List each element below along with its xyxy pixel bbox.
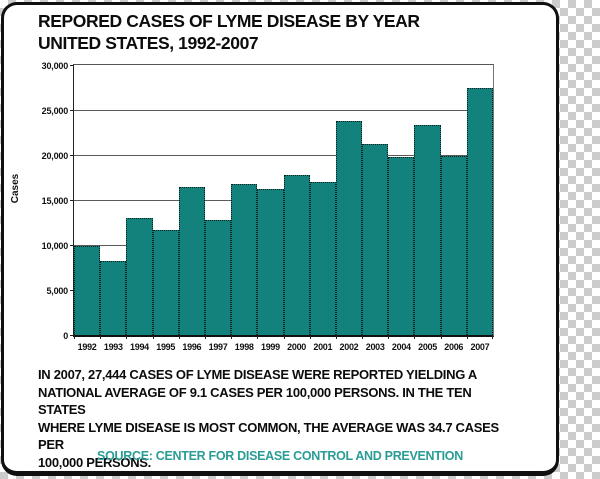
x-tick-label: 2000 <box>287 342 306 352</box>
x-tick-label: 2002 <box>339 342 359 352</box>
caption-line-1: IN 2007, 27,444 CASES OF LYME DISEASE WE… <box>38 367 477 382</box>
bar-2002 <box>335 121 363 335</box>
x-tick-mark <box>231 335 233 339</box>
x-tick-mark <box>362 335 364 339</box>
x-tick-label: 1999 <box>260 342 280 352</box>
bar-1995 <box>152 229 179 335</box>
x-tick-label: 2004 <box>391 342 411 352</box>
y-tick-label: 30,000 <box>41 60 69 71</box>
x-tick-label: 1994 <box>130 342 149 352</box>
bar-1993 <box>100 260 127 335</box>
x-tick-label: 2001 <box>313 342 333 352</box>
x-tick-label: 1997 <box>208 342 228 352</box>
bar-2004 <box>388 156 415 335</box>
x-tick-mark <box>152 335 154 339</box>
x-tick-label: 2007 <box>470 342 490 352</box>
y-tick-mark <box>70 155 74 156</box>
y-tick-label: 5,000 <box>46 285 68 296</box>
y-tick-label: 25,000 <box>41 105 69 116</box>
chart-title-line1: REPORED CASES OF LYME DISEASE BY YEAR <box>38 11 420 31</box>
gridline <box>74 155 493 156</box>
caption-line-4: 100,000 PERSONS. <box>38 454 151 470</box>
caption-line-3: WHERE LYME DISEASE IS MOST COMMON, THE A… <box>38 419 499 453</box>
caption-text: IN 2007, 27,444 CASES OF LYME DISEASE WE… <box>38 366 508 471</box>
chart-title-line2: UNITED STATES, 1992-2007 <box>38 33 259 53</box>
x-tick-mark <box>466 335 468 339</box>
x-tick-mark <box>257 335 259 339</box>
x-tick-mark <box>283 335 285 339</box>
bar-chart-plot-area: 30,000 25,000 20,000 15,000 10,000 5,000 0 1992… <box>42 61 494 352</box>
x-tick-mark <box>74 335 75 339</box>
x-tick-label: 2006 <box>444 342 464 352</box>
y-tick-mark <box>70 65 74 66</box>
bar-1992 <box>74 245 101 335</box>
bar-2003 <box>362 143 389 335</box>
infographic-card: REPORED CASES OF LYME DISEASE BY YEAR UN… <box>1 2 559 476</box>
bar-2001 <box>309 181 336 335</box>
x-tick-mark <box>204 335 206 339</box>
bar-1997 <box>204 219 232 335</box>
bar-2006 <box>440 155 467 335</box>
x-tick-mark <box>178 335 180 339</box>
bar-2007 <box>466 88 493 335</box>
y-tick-mark <box>70 290 74 291</box>
x-tick-mark <box>335 335 337 339</box>
x-tick-label: 2005 <box>418 342 437 352</box>
y-tick-label: 0 <box>63 330 68 341</box>
x-tick-mark <box>126 335 128 339</box>
x-tick-mark <box>492 335 493 339</box>
y-tick-mark <box>70 110 74 111</box>
gridline <box>74 110 493 111</box>
x-tick-label: 1995 <box>156 342 176 352</box>
y-tick-mark <box>70 200 74 201</box>
y-tick-mark <box>70 245 74 246</box>
bar-2000 <box>283 175 310 335</box>
caption-line-2: NATIONAL AVERAGE OF 9.1 CASES PER 100,00… <box>38 384 472 418</box>
chart-title: REPORED CASES OF LYME DISEASE BY YEAR UN… <box>38 10 420 54</box>
source-attribution: SOURCE: CENTER FOR DISEASE CONTROL AND P… <box>97 449 463 463</box>
bar-2005 <box>414 125 441 335</box>
bar-1999 <box>257 188 284 335</box>
bar-1996 <box>178 186 205 335</box>
x-tick-mark <box>414 335 416 339</box>
y-tick-label: 20,000 <box>41 150 69 161</box>
y-tick-mark <box>70 335 74 336</box>
x-tick-mark <box>440 335 442 339</box>
x-tick-mark <box>100 335 102 339</box>
x-tick-label: 1996 <box>182 342 202 352</box>
x-tick-label: 2003 <box>365 342 385 352</box>
x-tick-mark <box>309 335 311 339</box>
x-tick-mark <box>388 335 390 339</box>
x-tick-label: 1992 <box>77 342 97 352</box>
y-tick-label: 15,000 <box>41 195 69 206</box>
x-tick-label: 1998 <box>234 342 254 352</box>
x-tick-label: 1993 <box>103 342 123 352</box>
bar-1998 <box>231 183 258 335</box>
y-tick-label: 10,000 <box>41 240 69 251</box>
bar-1994 <box>126 217 153 335</box>
